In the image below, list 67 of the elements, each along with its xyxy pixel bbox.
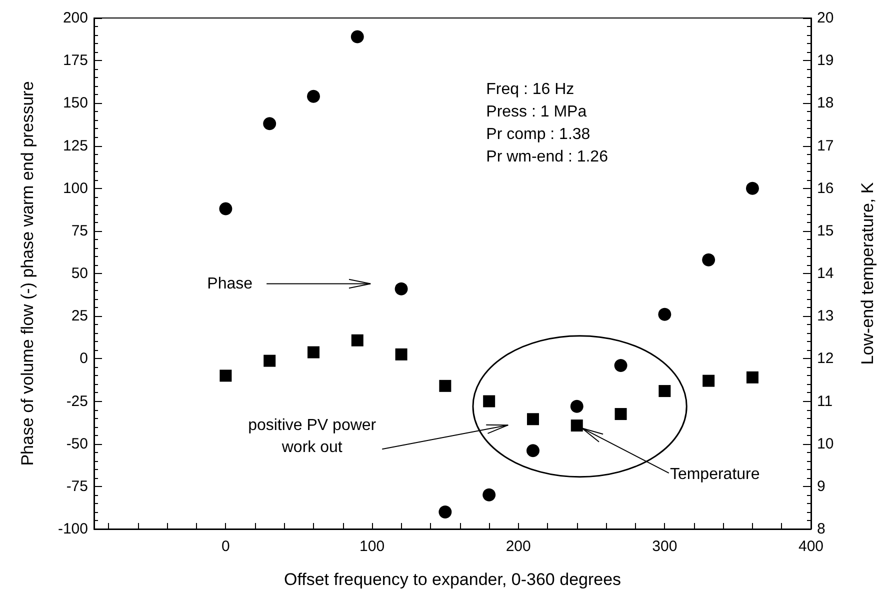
point	[526, 444, 540, 458]
x-tick-label: 100	[360, 538, 385, 555]
y-tick-label: -25	[66, 392, 88, 410]
point	[395, 348, 408, 360]
y-tick-label: -50	[66, 435, 88, 452]
point	[264, 354, 276, 367]
point	[614, 408, 627, 420]
y2-tick-label: 10	[817, 435, 834, 452]
y2-tick-label: 20	[817, 10, 834, 26]
point	[526, 413, 539, 426]
point	[438, 505, 452, 518]
y-tick-label: 75	[71, 222, 88, 240]
point	[394, 282, 408, 296]
annotation: Temperature	[670, 466, 760, 484]
annotation: Pr comp : 1.38	[486, 126, 590, 143]
annotation: Pr wm-end : 1.26	[486, 148, 608, 166]
y2-axis-title: Low-end temperature, K	[858, 182, 877, 365]
y2-tick-label: 11	[817, 392, 833, 410]
y-axis-title: Phase of volume flow (-) phase warm end pressure	[18, 81, 37, 466]
point	[614, 358, 628, 372]
x-tick-label: 200	[506, 538, 531, 555]
y-tick-label: 100	[62, 180, 88, 197]
annotation: Phase	[207, 276, 253, 293]
y-tick-label: 125	[62, 137, 88, 154]
y2-tick-label: 19	[817, 52, 834, 70]
point	[307, 90, 320, 103]
point	[482, 488, 496, 502]
y2-tick-label: 8	[817, 520, 826, 538]
point	[702, 374, 715, 387]
y2-tick-label: 9	[817, 478, 826, 495]
point	[658, 385, 671, 398]
y2-tick-label: 18	[817, 94, 834, 112]
y2-tick-label: 16	[817, 180, 834, 197]
y2-tick-label: 17	[817, 137, 834, 154]
y-tick-label: 175	[62, 52, 88, 70]
point	[702, 253, 716, 266]
y2-tick-label: 15	[817, 222, 834, 240]
y-tick-label: -75	[66, 478, 88, 495]
x-tick-label: 300	[652, 538, 678, 555]
y2-tick-label: 14	[817, 265, 834, 282]
y-tick-label: -100	[58, 520, 88, 538]
x-tick-label: 0	[222, 538, 230, 555]
x-axis-title: Offset frequency to expander, 0-360 degrees	[284, 570, 622, 589]
point	[263, 117, 276, 130]
point	[220, 370, 232, 382]
point	[658, 308, 672, 321]
y2-tick-label: 13	[817, 308, 834, 325]
point	[439, 380, 452, 392]
point	[483, 395, 496, 408]
y-tick-label: 25	[71, 308, 88, 325]
point	[351, 334, 364, 346]
y-tick-label: 50	[71, 265, 88, 282]
y2-tick-label: 12	[817, 350, 834, 368]
annotation: Press : 1 MPa	[486, 103, 587, 120]
y-tick-label: 150	[62, 94, 88, 112]
point	[570, 400, 584, 413]
point	[219, 202, 232, 216]
y-tick-label: 0	[80, 350, 88, 368]
y-tick-label: 200	[62, 10, 88, 26]
annotation: positive PV power work out	[248, 417, 377, 456]
x-tick-label: 400	[798, 538, 824, 555]
point	[307, 346, 320, 358]
point	[570, 420, 583, 432]
point	[350, 30, 364, 44]
point	[746, 371, 758, 384]
annotation: Freq : 16 Hz	[486, 80, 574, 98]
point	[746, 182, 759, 195]
